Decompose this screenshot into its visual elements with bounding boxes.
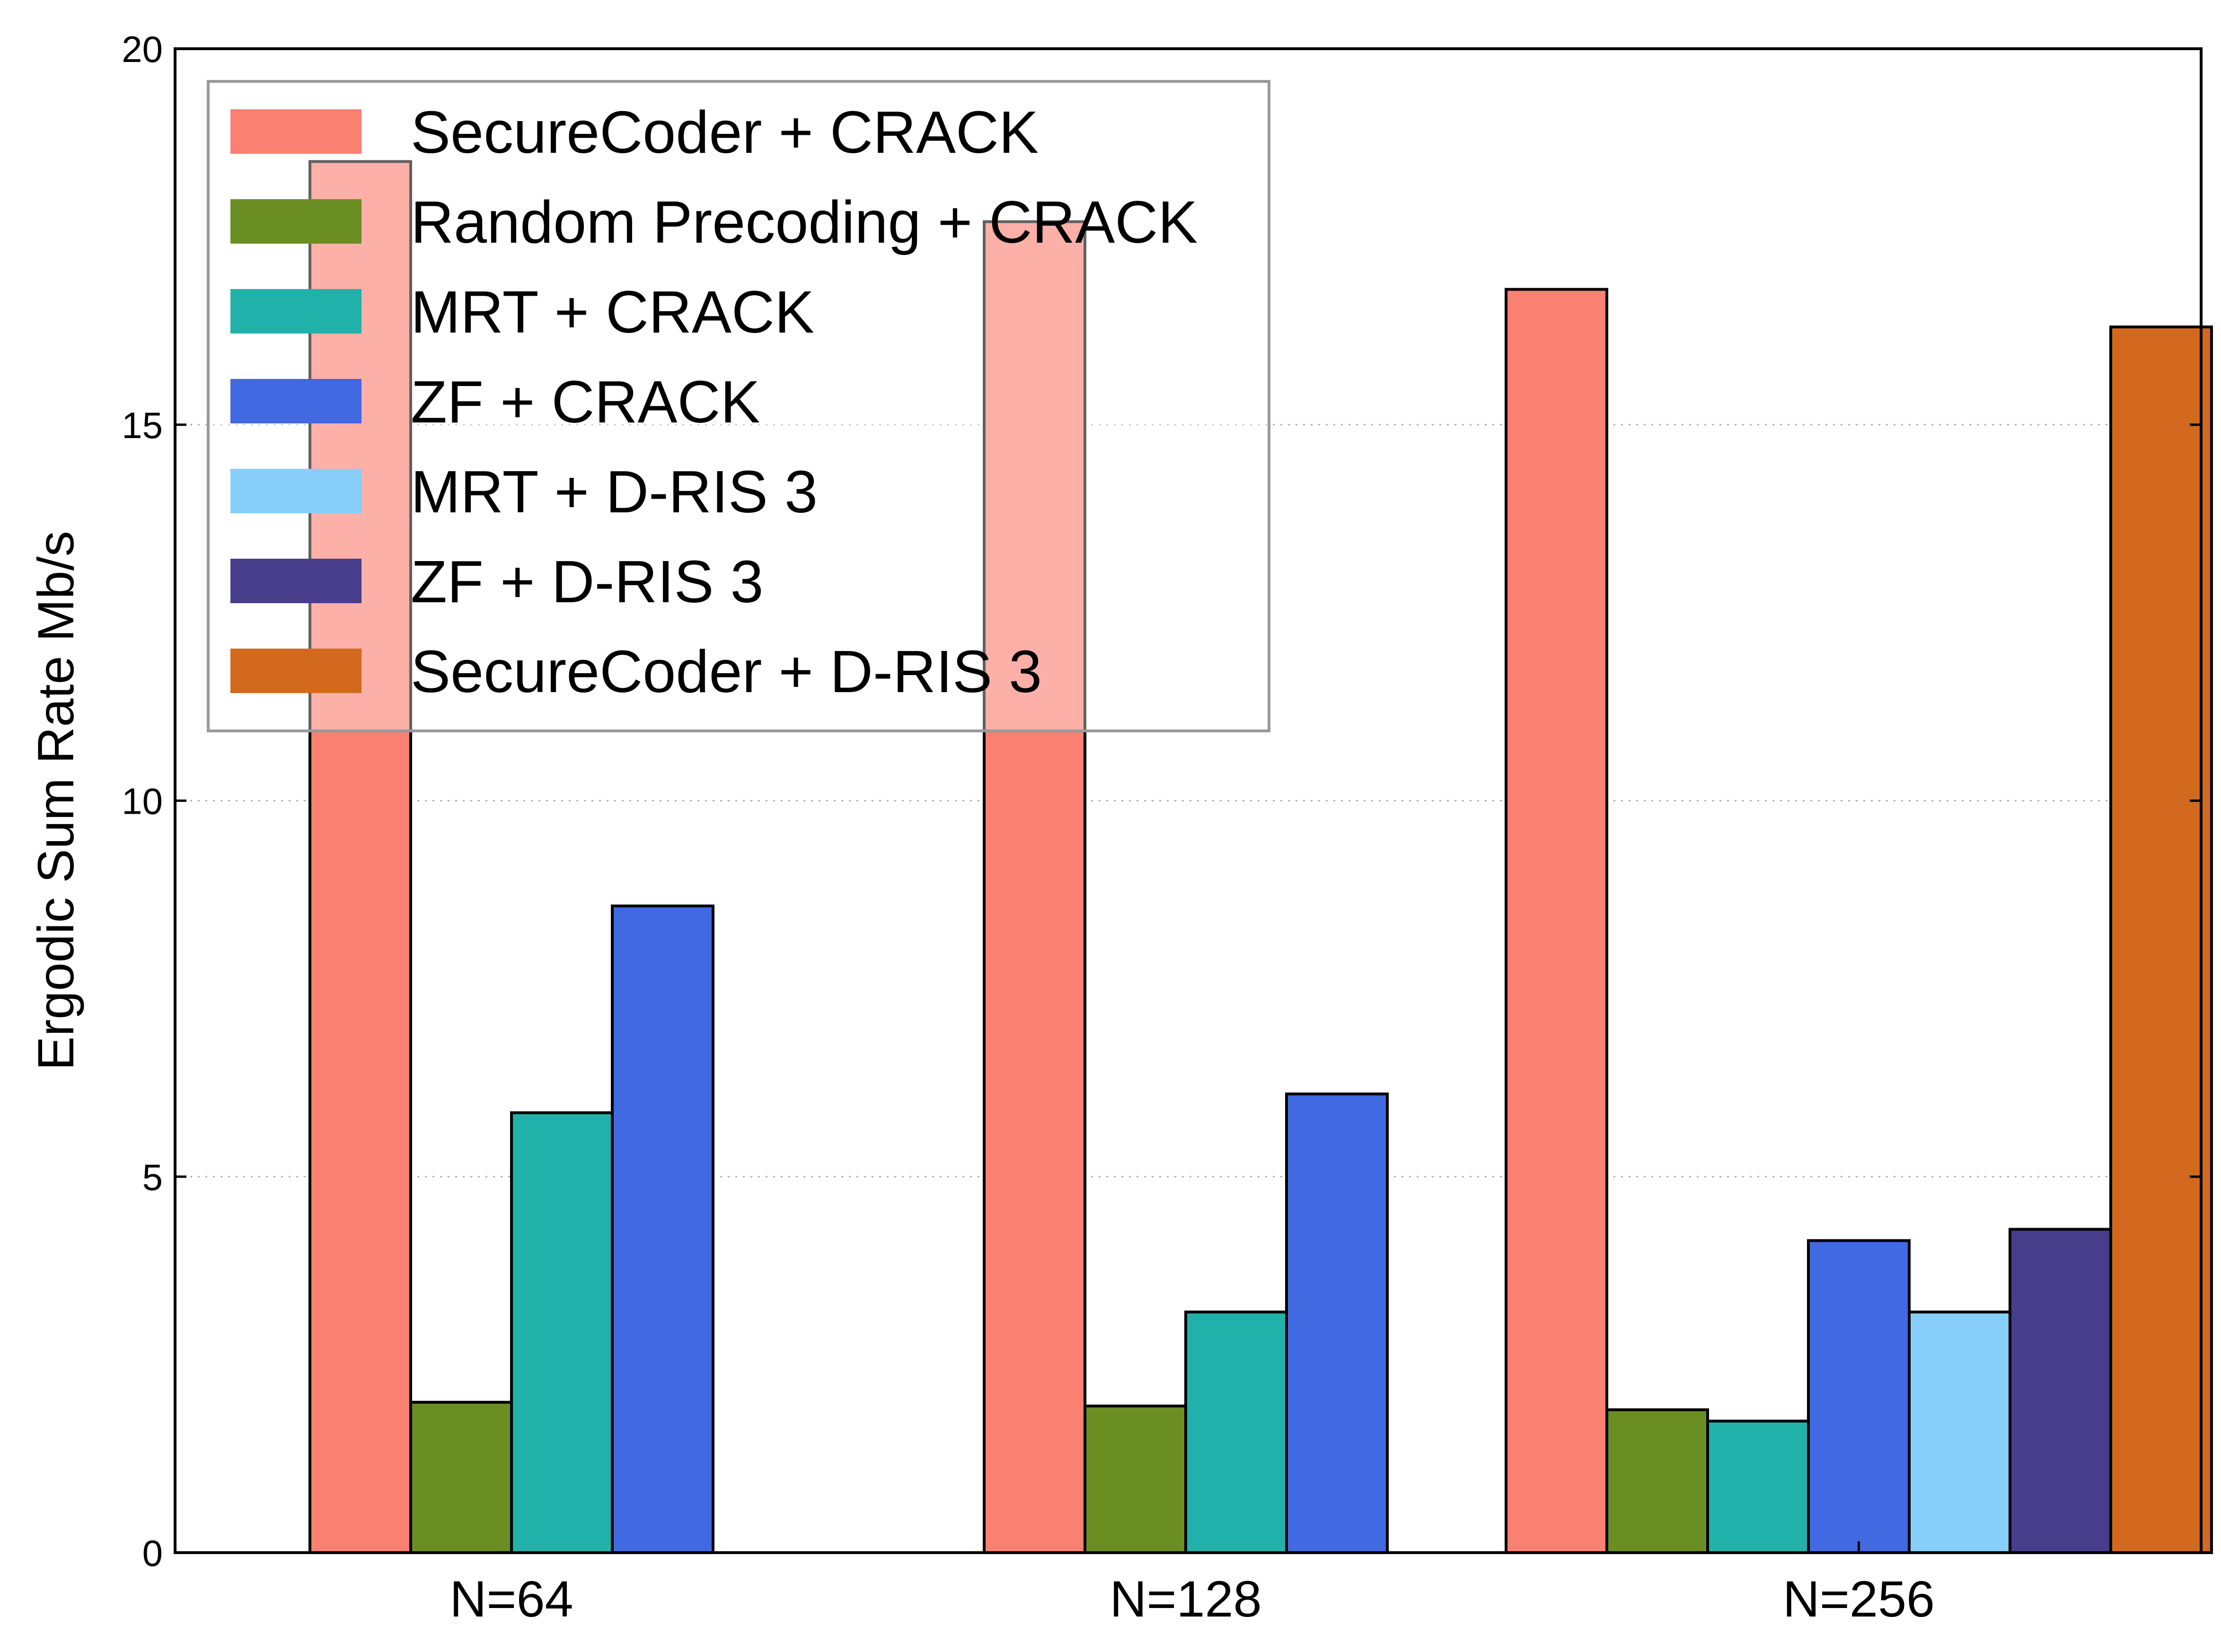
legend-label: SecureCoder + D-RIS 3 [411, 638, 1042, 705]
y-tick-label: 10 [122, 781, 163, 822]
bar-1-3 [1285, 1092, 1389, 1554]
legend-label: MRT + D-RIS 3 [411, 458, 818, 525]
y-tick-label: 20 [122, 28, 163, 70]
bar-1-0 [983, 220, 1086, 1555]
bar-2-0 [1505, 288, 1608, 1555]
bar-2-4 [1908, 1310, 2011, 1555]
legend-label: SecureCoder + CRACK [411, 99, 1039, 166]
grid-lines [175, 424, 2201, 1177]
y-tick-label: 15 [122, 404, 163, 446]
legend-label: Random Precoding + CRACK [411, 189, 1198, 255]
y-tick-label: 5 [142, 1156, 163, 1198]
legend-label: MRT + CRACK [411, 279, 814, 345]
legend-swatch [230, 289, 361, 334]
bar-2-6 [2109, 325, 2213, 1554]
x-axis: N=64 N=128 N=256 [449, 1541, 1935, 1627]
bar-2-1 [1605, 1408, 1709, 1555]
x-tick-label: N=128 [1110, 1570, 1261, 1627]
legend-swatch [230, 199, 361, 244]
bar-1-1 [1084, 1405, 1187, 1555]
bar-2-2 [1706, 1419, 1810, 1554]
bar-0-2 [510, 1111, 614, 1555]
legend-label: ZF + D-RIS 3 [411, 548, 764, 615]
y-axis: 0 5 10 15 20 [122, 28, 2201, 1574]
y-tick-label: 0 [142, 1532, 163, 1574]
bar-0-1 [409, 1401, 513, 1555]
legend-swatch [230, 469, 361, 513]
legend-swatch [230, 649, 361, 693]
bar-2-3 [1807, 1239, 1911, 1554]
legend-swatch [230, 559, 361, 603]
legend-frame [207, 80, 1270, 732]
x-tick-label: N=256 [1783, 1570, 1935, 1627]
x-tick-label: N=64 [449, 1570, 573, 1627]
bar-1-2 [1184, 1310, 1288, 1555]
legend-swatch [230, 379, 361, 423]
legend: SecureCoder + CRACK Random Precoding + CR… [207, 80, 1270, 732]
legend-label: ZF + CRACK [411, 369, 760, 435]
bar-0-3 [611, 905, 714, 1554]
y-axis-label: Ergodic Sum Rate Mb/s [27, 531, 84, 1070]
legend-swatch [230, 109, 361, 154]
bar-2-5 [2009, 1228, 2112, 1554]
